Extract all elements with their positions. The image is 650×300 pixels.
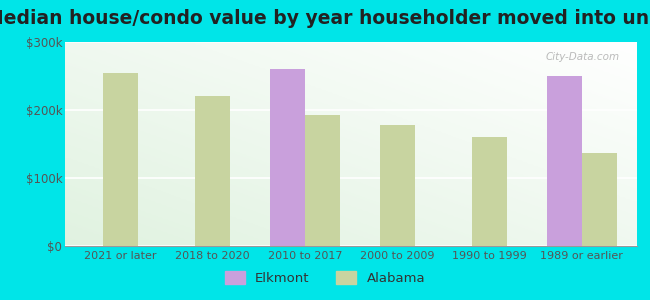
Text: Median house/condo value by year householder moved into unit: Median house/condo value by year househo… xyxy=(0,9,650,28)
Bar xyxy=(472,137,507,246)
Text: City-Data.com: City-Data.com xyxy=(546,52,620,62)
Legend: Elkmont, Alabama: Elkmont, Alabama xyxy=(220,266,430,290)
Bar xyxy=(547,76,582,246)
Bar xyxy=(582,153,617,246)
Bar xyxy=(270,69,305,246)
Bar xyxy=(103,73,138,246)
Bar xyxy=(305,115,340,246)
Bar xyxy=(195,96,230,246)
Bar xyxy=(380,125,415,246)
